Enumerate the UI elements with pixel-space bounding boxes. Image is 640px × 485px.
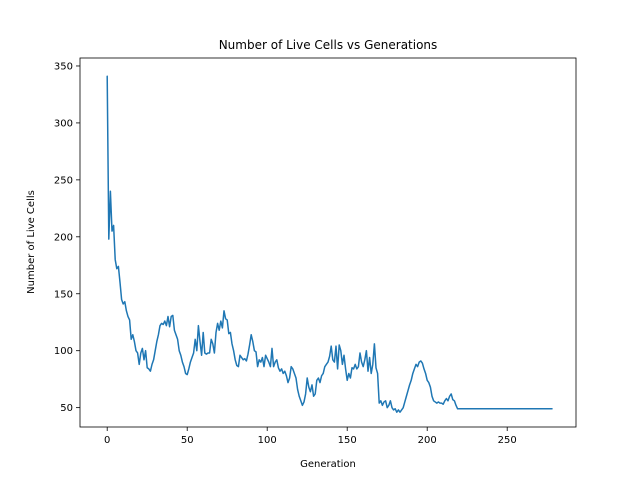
y-tick-label: 100	[54, 346, 73, 357]
x-axis-label: Generation	[300, 459, 356, 470]
series-line-0	[106, 75, 553, 413]
x-tick-label: 100	[258, 435, 277, 446]
x-tick-label: 200	[418, 435, 437, 446]
y-tick-label: 350	[54, 61, 73, 72]
y-tick-label: 300	[54, 118, 73, 129]
x-tick-label: 0	[104, 435, 110, 446]
y-tick-label: 200	[54, 232, 73, 243]
plot-frame	[79, 57, 577, 428]
chart-title: Number of Live Cells vs Generations	[219, 38, 438, 52]
y-tick-label: 250	[54, 175, 73, 186]
x-tick-label: 250	[498, 435, 517, 446]
x-tick-label: 50	[181, 435, 194, 446]
x-tick-label: 150	[338, 435, 357, 446]
y-axis-label: Number of Live Cells	[26, 190, 37, 294]
y-tick-label: 150	[54, 289, 73, 300]
y-tick-label: 50	[60, 403, 73, 414]
